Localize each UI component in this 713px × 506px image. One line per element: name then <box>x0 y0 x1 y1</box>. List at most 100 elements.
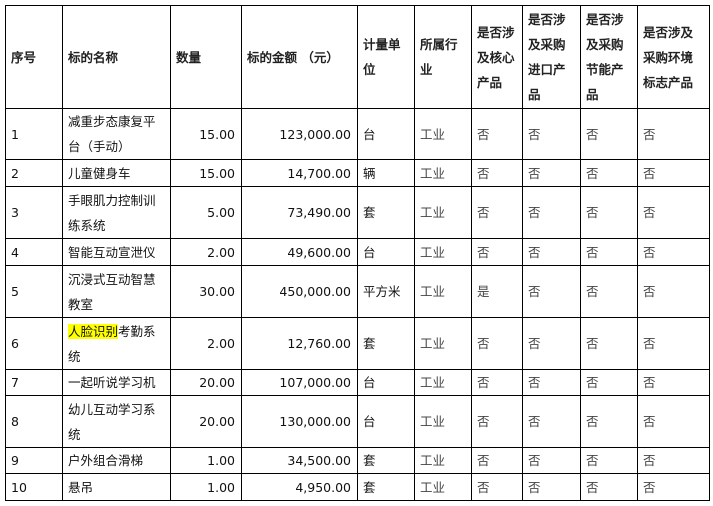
quantity: 2.00 <box>170 317 242 370</box>
import-product: 否 <box>522 473 581 501</box>
quantity: 15.00 <box>170 108 242 160</box>
import-product: 否 <box>522 447 581 474</box>
row-number: 2 <box>5 159 63 187</box>
unit: 套 <box>357 317 415 370</box>
import-product: 否 <box>522 108 581 160</box>
import-product: 否 <box>522 159 581 187</box>
item-name: 智能互动宣泄仪 <box>62 238 171 266</box>
unit: 套 <box>357 473 415 501</box>
core-product: 否 <box>471 369 523 396</box>
quantity: 15.00 <box>170 159 242 187</box>
table-row: 6 人脸识别考勤系统 2.00 12,760.00 套工业否否否否 <box>5 317 710 370</box>
industry: 工业 <box>414 265 472 318</box>
item-name: 手眼肌力控制训练系统 <box>62 186 171 239</box>
environmental-label-product: 否 <box>637 317 710 370</box>
core-product: 否 <box>471 473 523 501</box>
header-name: 标的名称 <box>62 5 171 109</box>
item-name: 人脸识别考勤系统 <box>62 317 171 370</box>
row-number: 9 <box>5 447 63 474</box>
row-number: 7 <box>5 369 63 396</box>
item-name: 儿童健身车 <box>62 159 171 187</box>
unit: 台 <box>357 395 415 448</box>
unit: 台 <box>357 369 415 396</box>
import-product: 否 <box>522 238 581 266</box>
core-product: 是 <box>471 265 523 318</box>
energy-saving-product: 否 <box>580 447 638 474</box>
header-amount: 标的金额 （元） <box>241 5 358 109</box>
industry: 工业 <box>414 369 472 396</box>
industry: 工业 <box>414 186 472 239</box>
core-product: 否 <box>471 317 523 370</box>
header-env: 是否涉及采购环境标志产品 <box>637 5 710 109</box>
energy-saving-product: 否 <box>580 159 638 187</box>
energy-saving-product: 否 <box>580 473 638 501</box>
amount: 14,700.00 <box>241 159 358 187</box>
unit: 套 <box>357 447 415 474</box>
amount: 107,000.00 <box>241 369 358 396</box>
import-product: 否 <box>522 317 581 370</box>
energy-saving-product: 否 <box>580 186 638 239</box>
import-product: 否 <box>522 369 581 396</box>
energy-saving-product: 否 <box>580 265 638 318</box>
environmental-label-product: 否 <box>637 395 710 448</box>
industry: 工业 <box>414 395 472 448</box>
energy-saving-product: 否 <box>580 317 638 370</box>
header-no: 序号 <box>5 5 63 109</box>
energy-saving-product: 否 <box>580 369 638 396</box>
table-row: 5 沉浸式互动智慧教室 30.00 450,000.00 平方米 工业是否否否 <box>5 265 710 318</box>
industry: 工业 <box>414 473 472 501</box>
import-product: 否 <box>522 395 581 448</box>
header-unit: 计量单位 <box>357 5 415 109</box>
item-name: 悬吊 <box>62 473 171 501</box>
unit: 台 <box>357 108 415 160</box>
industry: 工业 <box>414 159 472 187</box>
table-row: 3 手眼肌力控制训练系统 5.00 73,490.00 套工业否否否否 <box>5 186 710 239</box>
import-product: 否 <box>522 186 581 239</box>
industry: 工业 <box>414 238 472 266</box>
row-number: 6 <box>5 317 63 370</box>
quantity: 20.00 <box>170 369 242 396</box>
table-row: 4 智能互动宣泄仪 2.00 49,600.00 台工业否否否否 <box>5 238 710 266</box>
environmental-label-product: 否 <box>637 238 710 266</box>
item-name: 户外组合滑梯 <box>62 447 171 474</box>
amount: 450,000.00 <box>241 265 358 318</box>
header-qty: 数量 <box>170 5 242 109</box>
core-product: 否 <box>471 238 523 266</box>
amount: 130,000.00 <box>241 395 358 448</box>
table-row: 10 悬吊 1.00 4,950.00 套工业否否否否 <box>5 473 710 501</box>
core-product: 否 <box>471 447 523 474</box>
environmental-label-product: 否 <box>637 369 710 396</box>
item-name: 幼儿互动学习系统 <box>62 395 171 448</box>
energy-saving-product: 否 <box>580 238 638 266</box>
import-product: 否 <box>522 265 581 318</box>
header-row: 序号 标的名称 数量 标的金额 （元） 计量单位 所属行业 是否涉及核心产品 是… <box>5 5 710 109</box>
environmental-label-product: 否 <box>637 447 710 474</box>
row-number: 10 <box>5 473 63 501</box>
amount: 12,760.00 <box>241 317 358 370</box>
core-product: 否 <box>471 159 523 187</box>
core-product: 否 <box>471 395 523 448</box>
unit: 套 <box>357 186 415 239</box>
amount: 4,950.00 <box>241 473 358 501</box>
item-name-text: 考勤系统 <box>68 323 156 364</box>
row-number: 3 <box>5 186 63 239</box>
core-product: 否 <box>471 186 523 239</box>
row-number: 4 <box>5 238 63 266</box>
highlighted-text: 人脸识别 <box>68 323 119 339</box>
environmental-label-product: 否 <box>637 186 710 239</box>
amount: 49,600.00 <box>241 238 358 266</box>
row-number: 1 <box>5 108 63 160</box>
table-row: 2 儿童健身车 15.00 14,700.00 辆工业否否否否 <box>5 159 710 187</box>
table-row: 9 户外组合滑梯 1.00 34,500.00 套工业否否否否 <box>5 447 710 474</box>
table-row: 8 幼儿互动学习系统 20.00 130,000.00 台工业否否否否 <box>5 395 710 448</box>
quantity: 5.00 <box>170 186 242 239</box>
quantity: 2.00 <box>170 238 242 266</box>
industry: 工业 <box>414 108 472 160</box>
header-energy: 是否涉及采购节能产品 <box>580 5 638 109</box>
amount: 34,500.00 <box>241 447 358 474</box>
header-import: 是否涉及采购进口产品 <box>522 5 581 109</box>
industry: 工业 <box>414 447 472 474</box>
table-row: 1 减重步态康复平台（手动） 15.00 123,000.00 台工业否否否否 <box>5 108 710 160</box>
unit: 台 <box>357 238 415 266</box>
environmental-label-product: 否 <box>637 265 710 318</box>
